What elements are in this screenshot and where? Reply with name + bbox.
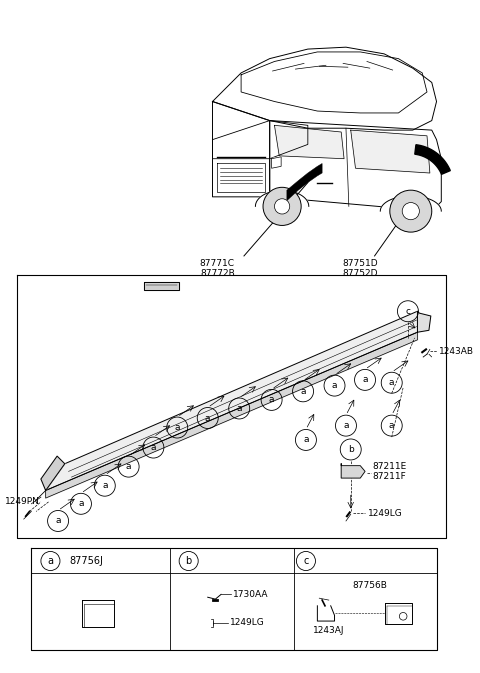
Polygon shape <box>255 190 309 207</box>
Polygon shape <box>213 102 270 197</box>
Text: 87211E
87211F: 87211E 87211F <box>372 462 407 481</box>
Text: 1249LG: 1249LG <box>229 618 264 627</box>
Polygon shape <box>46 311 418 491</box>
Polygon shape <box>418 311 431 332</box>
Text: 1730AA: 1730AA <box>232 590 268 599</box>
Text: a: a <box>343 421 348 430</box>
Polygon shape <box>380 196 441 211</box>
Text: a: a <box>269 396 275 404</box>
Polygon shape <box>270 120 441 211</box>
Text: a: a <box>237 404 242 413</box>
Polygon shape <box>415 145 450 174</box>
Polygon shape <box>41 456 65 491</box>
Text: 87751D
87752D: 87751D 87752D <box>342 259 378 278</box>
Text: a: a <box>389 421 395 430</box>
Circle shape <box>275 199 290 214</box>
Polygon shape <box>241 52 427 113</box>
Text: a: a <box>48 556 53 566</box>
Text: b: b <box>186 556 192 566</box>
Text: 87771C
87772B: 87771C 87772B <box>200 259 235 278</box>
Text: 1243AB: 1243AB <box>439 347 474 356</box>
Text: 1249PN: 1249PN <box>5 497 39 506</box>
Text: a: a <box>332 381 337 390</box>
PathPatch shape <box>287 164 322 201</box>
Polygon shape <box>144 282 179 290</box>
Polygon shape <box>275 125 344 159</box>
Text: a: a <box>55 516 61 526</box>
Polygon shape <box>341 464 365 478</box>
Text: 87756J: 87756J <box>70 556 103 566</box>
Text: 87756B: 87756B <box>352 581 387 590</box>
Text: a: a <box>126 462 132 471</box>
Polygon shape <box>272 157 281 168</box>
Text: a: a <box>175 423 180 432</box>
Text: c: c <box>406 307 410 316</box>
Polygon shape <box>213 120 308 159</box>
Text: 1243AJ: 1243AJ <box>312 626 344 635</box>
Text: a: a <box>78 499 84 508</box>
Circle shape <box>390 190 432 232</box>
Text: 1249LG: 1249LG <box>368 509 403 518</box>
Text: a: a <box>362 376 368 384</box>
Text: b: b <box>348 445 354 454</box>
Text: a: a <box>300 387 306 396</box>
Text: a: a <box>303 435 309 444</box>
Text: a: a <box>205 413 211 423</box>
Circle shape <box>263 187 301 225</box>
Text: a: a <box>389 378 395 387</box>
Text: a: a <box>151 443 156 452</box>
Polygon shape <box>351 130 430 173</box>
Text: a: a <box>102 481 108 490</box>
Polygon shape <box>46 332 418 498</box>
Text: c: c <box>303 556 309 566</box>
Circle shape <box>402 203 420 219</box>
